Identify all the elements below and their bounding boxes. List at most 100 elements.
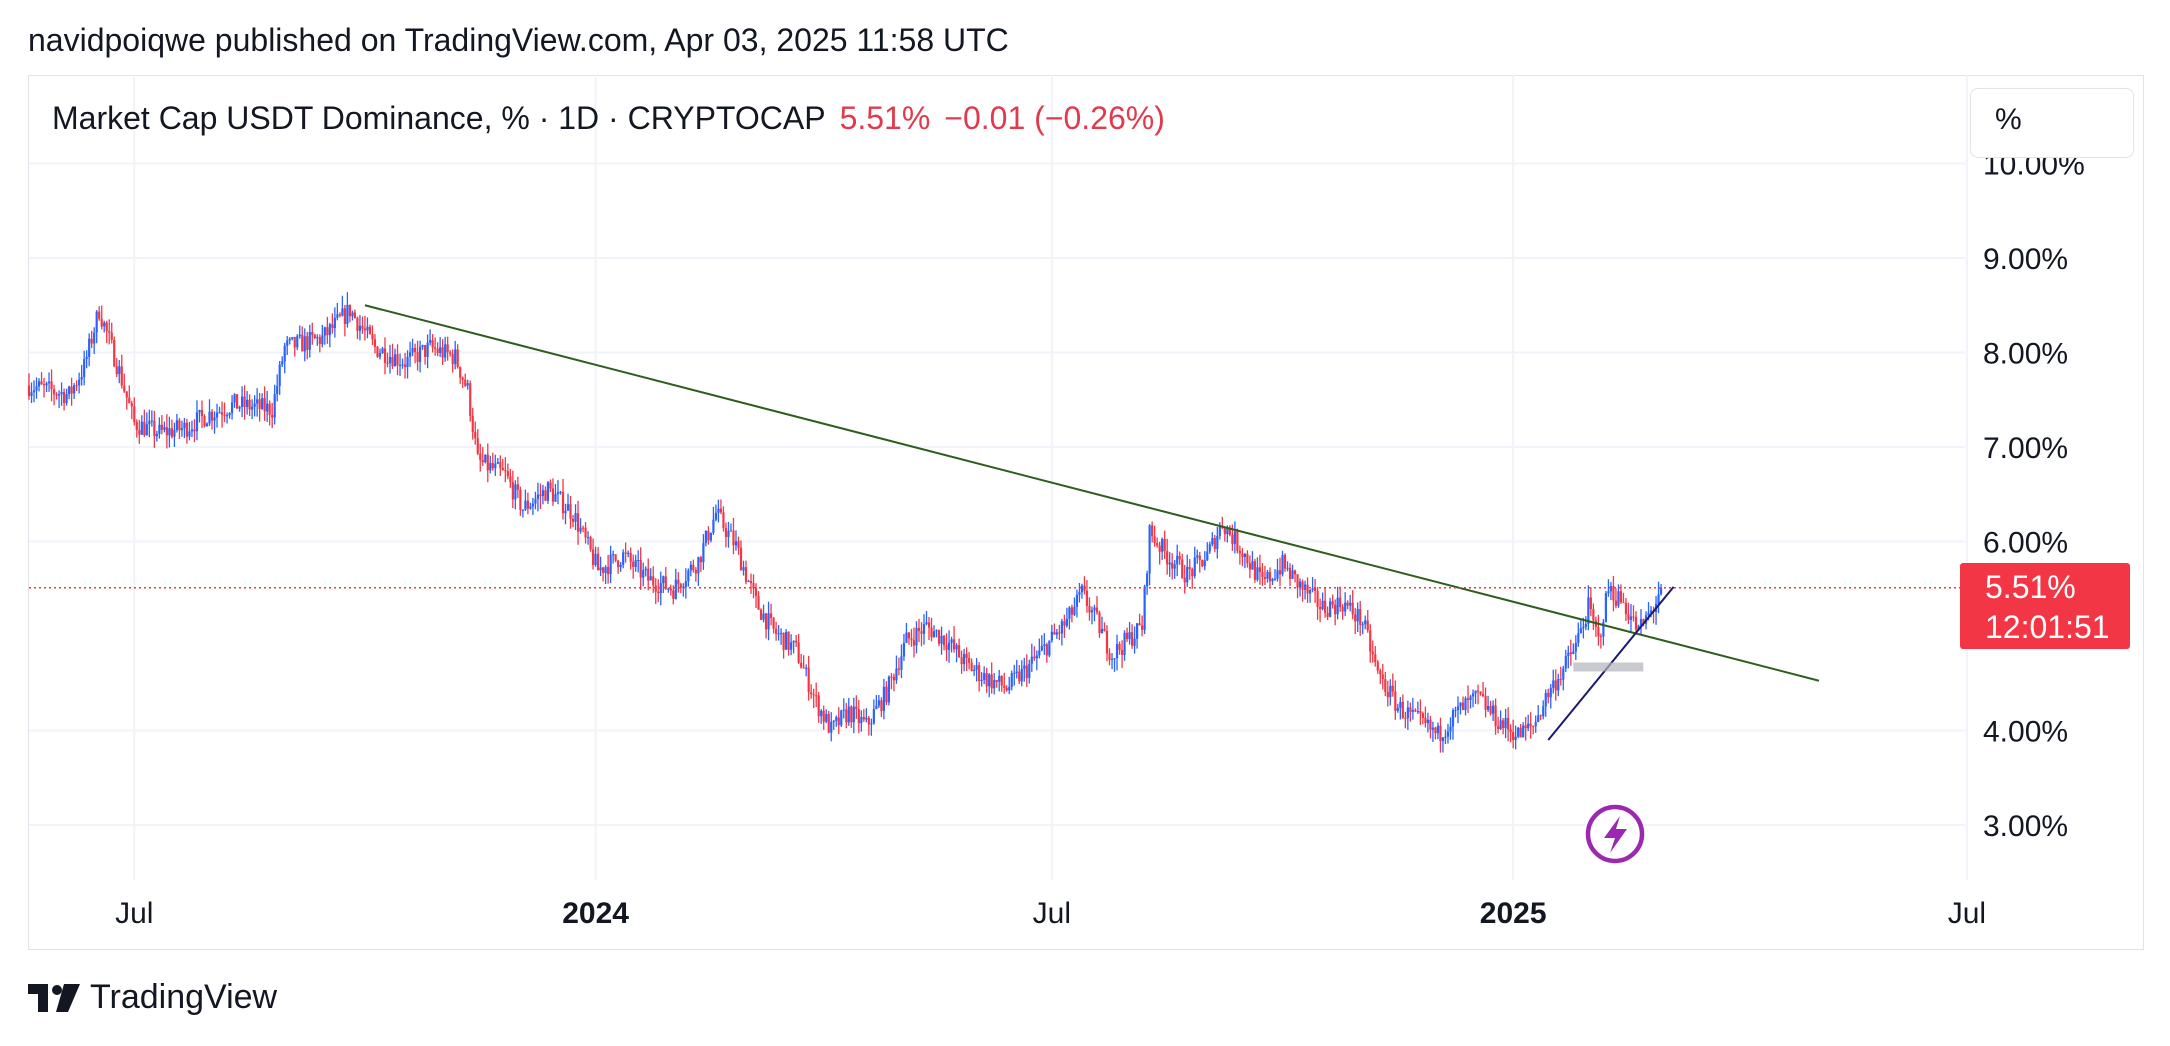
- candle-body: [40, 381, 43, 385]
- candle-body: [787, 631, 790, 650]
- candle-body: [1446, 731, 1450, 737]
- candle-body: [283, 345, 286, 362]
- candle-body: [664, 576, 667, 589]
- candle-body: [1384, 679, 1387, 692]
- candle-body: [1206, 551, 1209, 561]
- candle-body: [1208, 544, 1211, 552]
- candle-body: [895, 668, 898, 681]
- candle-body: [764, 613, 768, 630]
- candle-body: [1499, 720, 1502, 729]
- candle-body: [233, 394, 236, 403]
- candle-body: [827, 713, 830, 733]
- symbol-legend[interactable]: Market Cap USDT Dominance, % · 1D · CRYP…: [52, 100, 1165, 137]
- x-tick-label: 2024: [562, 897, 629, 930]
- y-tick-label: 8.00%: [1983, 338, 2068, 371]
- candle-body: [1386, 691, 1389, 698]
- candle-body: [662, 576, 665, 584]
- candle-body: [732, 530, 735, 546]
- candle-body: [1569, 652, 1572, 655]
- candle-body: [1093, 607, 1096, 611]
- candle-body: [1068, 607, 1071, 619]
- candle-body: [1411, 710, 1414, 712]
- candle-body: [208, 411, 211, 424]
- candle-body: [549, 482, 552, 489]
- candle-body: [1088, 605, 1091, 613]
- candle-body: [1537, 715, 1540, 723]
- candle-body: [820, 710, 823, 717]
- candle-body: [1424, 717, 1427, 724]
- candle-body: [1469, 696, 1472, 701]
- candle-body: [373, 339, 377, 347]
- candle-body: [950, 639, 953, 643]
- tradingview-brand[interactable]: TradingView: [28, 978, 277, 1017]
- candle-body: [902, 642, 906, 657]
- candle-body: [837, 717, 840, 726]
- candle-body: [780, 632, 783, 634]
- percent-scale-button[interactable]: %: [1970, 88, 2134, 158]
- candle-body: [797, 642, 800, 663]
- candle-body: [699, 557, 702, 563]
- candle-body: [1406, 707, 1409, 719]
- candle-body: [561, 491, 565, 514]
- candle-body: [1040, 646, 1043, 651]
- candle-body: [599, 567, 602, 571]
- candle-body: [619, 565, 622, 568]
- candle-body: [963, 653, 966, 665]
- candle-body: [175, 420, 179, 431]
- candle-body: [1073, 606, 1076, 615]
- candle-body: [1321, 600, 1324, 610]
- candle-body: [1466, 698, 1470, 701]
- candle-body: [1344, 602, 1347, 612]
- candle-body: [1248, 563, 1252, 570]
- candle-body: [418, 346, 422, 362]
- candle-body: [388, 356, 392, 364]
- candle-body: [1376, 662, 1379, 671]
- candle-body: [421, 345, 424, 347]
- candle-body: [434, 347, 437, 349]
- candle-body: [847, 706, 850, 723]
- candle-body: [55, 394, 58, 396]
- candle-body: [694, 570, 697, 574]
- candle-body: [807, 667, 810, 693]
- candle-body: [200, 410, 204, 417]
- candle-body: [872, 709, 875, 724]
- candle-body: [955, 645, 958, 650]
- candle-body: [1013, 672, 1016, 674]
- candle-body: [1293, 570, 1297, 575]
- candle-body: [1582, 626, 1585, 629]
- candle-body: [1479, 691, 1482, 694]
- candle-body: [822, 710, 825, 722]
- candle-body: [258, 399, 261, 409]
- candle-body: [326, 327, 329, 336]
- candle-body: [1331, 601, 1334, 605]
- candle-body: [301, 334, 304, 352]
- candle-body: [1271, 578, 1274, 582]
- candle-body: [526, 500, 529, 509]
- candle-body: [165, 427, 168, 436]
- candle-body: [1228, 527, 1231, 535]
- candle-body: [338, 314, 341, 316]
- candle-body: [1509, 729, 1512, 733]
- candle-body: [240, 396, 244, 407]
- candle-body: [261, 398, 264, 409]
- candle-body: [1532, 725, 1535, 727]
- candle-body: [927, 622, 931, 628]
- lightning-event-icon[interactable]: [1585, 804, 1645, 864]
- brand-name: TradingView: [90, 978, 278, 1016]
- candle-body: [1130, 632, 1134, 646]
- candle-body: [609, 554, 612, 575]
- candle-body: [674, 579, 677, 599]
- candle-body: [1278, 570, 1282, 575]
- candle-body: [617, 560, 620, 568]
- candle-body: [130, 403, 133, 407]
- candle-body: [1033, 656, 1036, 659]
- candle-body: [486, 454, 489, 471]
- candle-body: [571, 518, 575, 522]
- candle-body: [669, 588, 672, 591]
- candle-body: [1035, 655, 1038, 659]
- candle-body: [398, 364, 402, 366]
- chart-frame[interactable]: [28, 75, 2144, 950]
- candle-body: [1421, 713, 1424, 718]
- candle-body: [815, 695, 818, 697]
